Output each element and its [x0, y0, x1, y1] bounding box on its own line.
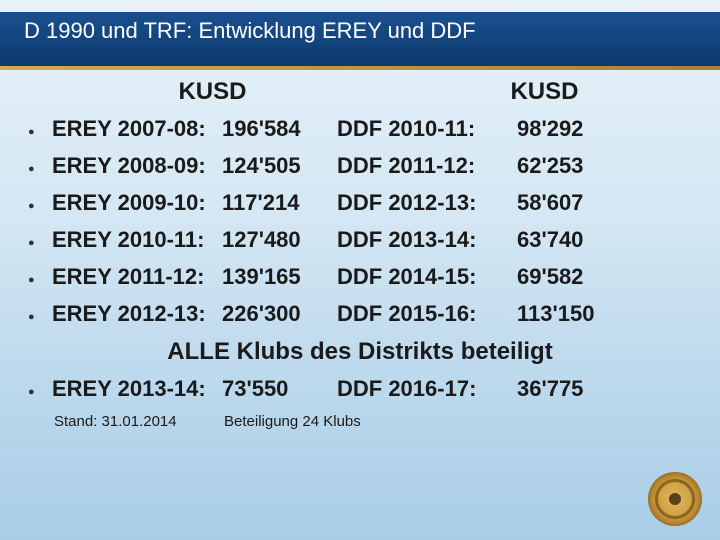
erey-value: 73'550	[222, 376, 337, 402]
data-row: ● EREY 2009-10: 117'214 DDF 2012-13: 58'…	[28, 190, 692, 216]
alle-klubs-text: ALLE Klubs des Distrikts beteiligt	[28, 338, 692, 366]
erey-label: EREY 2011-12:	[52, 264, 222, 290]
bullet-icon: ●	[28, 195, 52, 212]
erey-value: 127'480	[222, 227, 337, 253]
erey-value: 196'584	[222, 116, 337, 142]
data-row: ● EREY 2007-08: 196'584 DDF 2010-11: 98'…	[28, 116, 692, 142]
erey-label: EREY 2008-09:	[52, 153, 222, 179]
header-left: KUSD	[28, 78, 397, 106]
accent-line	[0, 66, 720, 70]
erey-label: EREY 2012-13:	[52, 301, 222, 327]
title-bar: D 1990 und TRF: Entwicklung EREY und DDF	[0, 12, 720, 66]
data-row: ● EREY 2012-13: 226'300 DDF 2015-16: 113…	[28, 301, 692, 327]
bullet-icon: ●	[28, 158, 52, 175]
bullet-icon: ●	[28, 306, 52, 323]
ddf-label: DDF 2012-13:	[337, 190, 517, 216]
ddf-value: 113'150	[517, 301, 692, 327]
erey-value: 124'505	[222, 153, 337, 179]
ddf-label: DDF 2015-16:	[337, 301, 517, 327]
rotary-logo	[648, 472, 702, 526]
erey-label: EREY 2009-10:	[52, 190, 222, 216]
ddf-label: DDF 2013-14:	[337, 227, 517, 253]
data-row: ● EREY 2008-09: 124'505 DDF 2011-12: 62'…	[28, 153, 692, 179]
erey-label: EREY 2013-14:	[52, 376, 222, 402]
header-row: KUSD KUSD	[28, 78, 692, 106]
slide-title: D 1990 und TRF: Entwicklung EREY und DDF	[24, 18, 476, 44]
erey-value: 139'165	[222, 264, 337, 290]
ddf-label: DDF 2014-15:	[337, 264, 517, 290]
final-data-row: ● EREY 2013-14: 73'550 DDF 2016-17: 36'7…	[28, 376, 692, 402]
ddf-value: 98'292	[517, 116, 692, 142]
erey-label: EREY 2010-11:	[52, 227, 222, 253]
footer-row: Stand: 31.01.2014 Beteiligung 24 Klubs	[28, 413, 692, 430]
ddf-label: DDF 2011-12:	[337, 153, 517, 179]
bullet-icon: ●	[28, 269, 52, 286]
content-area: KUSD KUSD ● EREY 2007-08: 196'584 DDF 20…	[0, 78, 720, 430]
gear-icon	[648, 472, 702, 526]
ddf-value: 63'740	[517, 227, 692, 253]
bullet-icon: ●	[28, 232, 52, 249]
bullet-icon: ●	[28, 121, 52, 138]
slide: D 1990 und TRF: Entwicklung EREY und DDF…	[0, 0, 720, 540]
ddf-label: DDF 2010-11:	[337, 116, 517, 142]
header-right: KUSD	[397, 78, 692, 106]
erey-value: 117'214	[222, 190, 337, 216]
ddf-value: 62'253	[517, 153, 692, 179]
data-row: ● EREY 2011-12: 139'165 DDF 2014-15: 69'…	[28, 264, 692, 290]
ddf-label: DDF 2016-17:	[337, 376, 517, 402]
stand-text: Stand: 31.01.2014	[54, 413, 224, 430]
erey-value: 226'300	[222, 301, 337, 327]
data-row: ● EREY 2010-11: 127'480 DDF 2013-14: 63'…	[28, 227, 692, 253]
erey-label: EREY 2007-08:	[52, 116, 222, 142]
bullet-icon: ●	[28, 381, 52, 398]
ddf-value: 36'775	[517, 376, 692, 402]
ddf-value: 69'582	[517, 264, 692, 290]
beteiligung-text: Beteiligung 24 Klubs	[224, 413, 394, 430]
ddf-value: 58'607	[517, 190, 692, 216]
